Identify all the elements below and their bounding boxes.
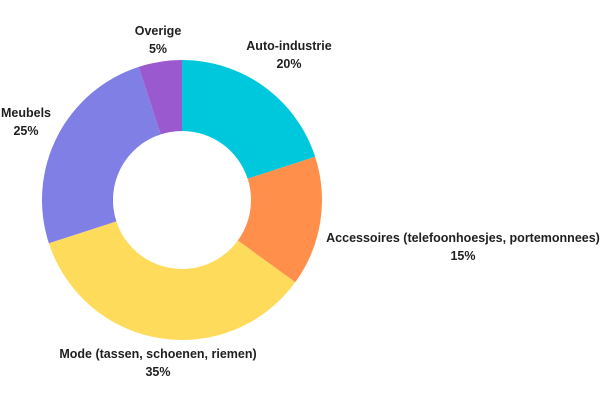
slice-value-label: 15% bbox=[450, 249, 475, 263]
slice-value-label: 25% bbox=[13, 124, 38, 138]
labels-group: Auto-industrie 20% Accessoires (telefoonho… bbox=[1, 24, 600, 379]
slice-accessoires bbox=[237, 156, 323, 283]
slice-auto-industrie bbox=[182, 60, 316, 179]
slice-label: Mode (tassen, schoenen, riemen) bbox=[59, 347, 256, 361]
slice-label: Meubels bbox=[1, 106, 51, 120]
slice-label: Accessoires (telefoonhoesjes, portemonne… bbox=[326, 231, 600, 245]
slice-label: Overige bbox=[135, 24, 182, 38]
slice-value-label: 35% bbox=[145, 365, 170, 379]
slice-overige bbox=[138, 60, 182, 135]
slice-value-label: 5% bbox=[149, 42, 167, 56]
slice-mode bbox=[48, 221, 296, 341]
slice-value-label: 20% bbox=[276, 57, 301, 71]
slices-group bbox=[42, 60, 323, 341]
slice-label: Auto-industrie bbox=[246, 39, 331, 53]
slice-meubels bbox=[42, 66, 161, 244]
